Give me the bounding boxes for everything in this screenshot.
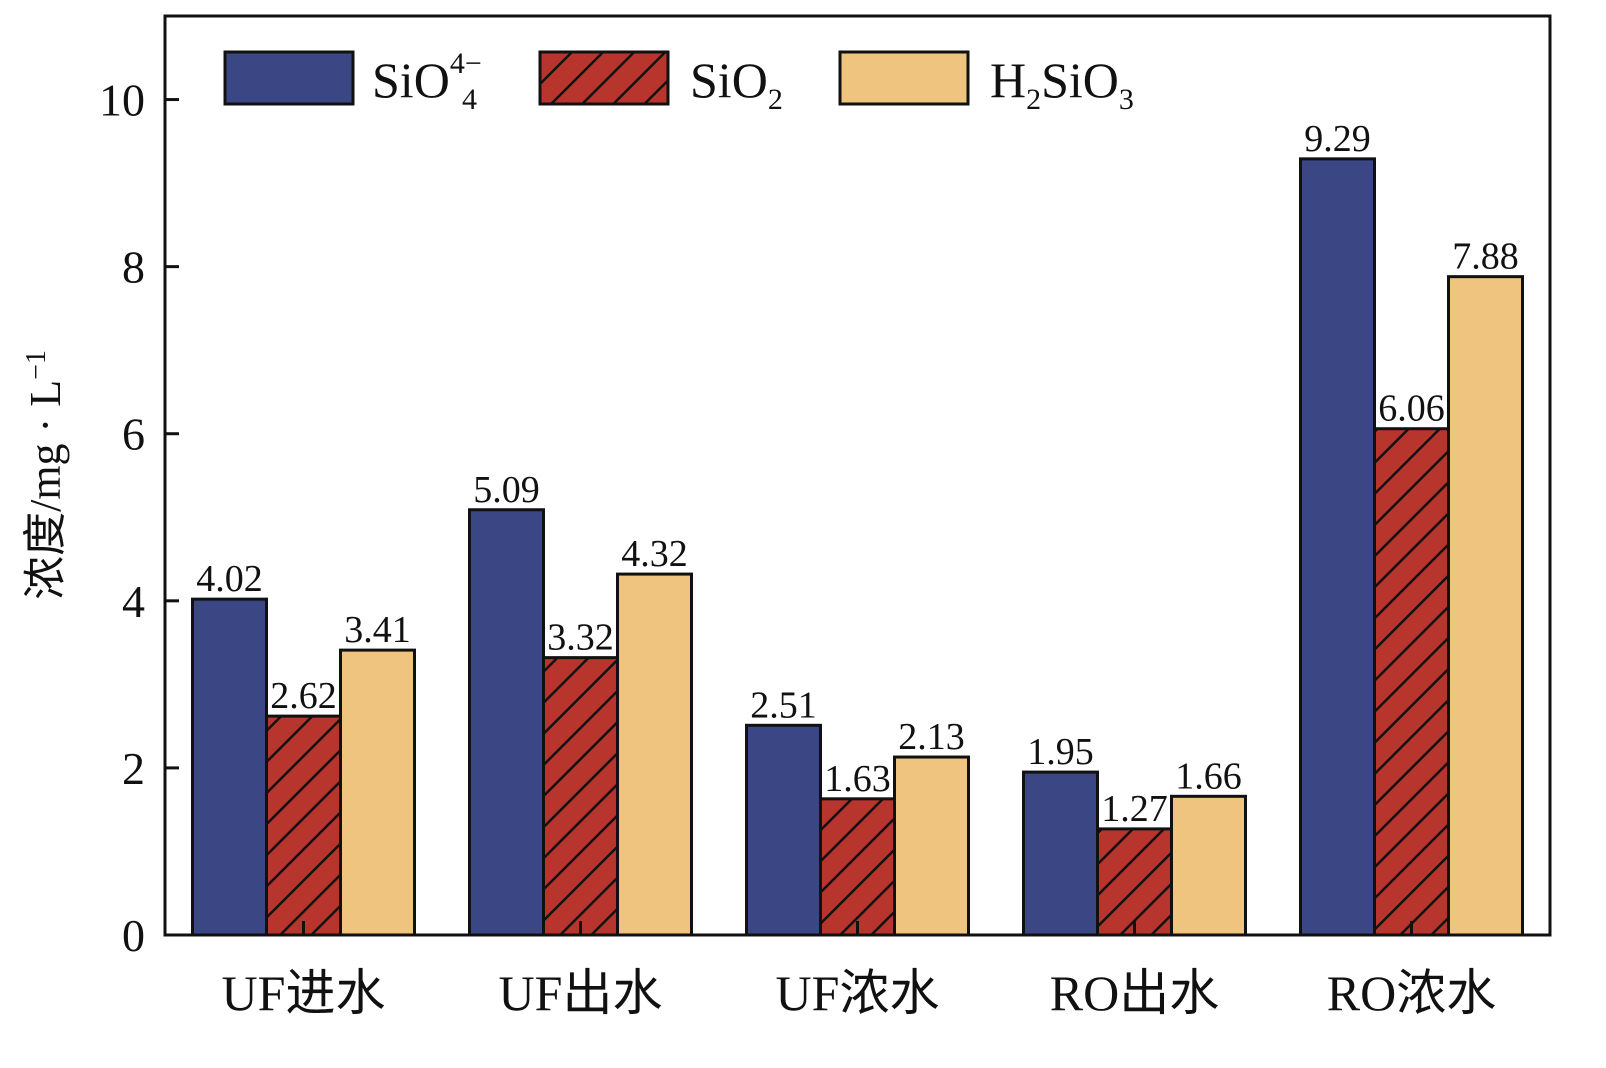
legend-label-sio2-sub: 2 [768,83,783,116]
legend-label-sio4-sub: 4 [462,83,477,116]
legend-label-h2sio3-sub2: 3 [1119,83,1134,116]
y-tick-label: 6 [122,409,145,460]
bar-sio4-2 [468,508,545,937]
y-axis-ticks: 0 2 4 6 8 10 [99,75,179,961]
legend-label-h2sio3-pre: H [990,52,1026,108]
y-axis-label: 浓度/mg · L−1 [21,350,71,600]
bars-group [191,157,1524,937]
data-label-h2sio3-2: 4.32 [621,533,688,575]
data-label-sio4-5: 9.29 [1304,118,1371,160]
x-axis-ticks: UF进水 UF出水 UF浓水 RO出水 RO浓水 [222,921,1496,1021]
y-axis-label-text: 浓度/mg · L [21,380,70,600]
y-axis-label-superscript: −1 [21,350,52,380]
data-label-sio2-1: 2.62 [270,675,337,717]
data-label-sio2-2: 3.32 [547,617,614,659]
data-label-h2sio3-3: 2.13 [898,716,965,758]
bar-sio2-1 [265,714,342,937]
data-label-sio4-2: 5.09 [473,469,540,511]
legend-label-sio4-sup: 4− [450,47,482,80]
data-label-h2sio3-1: 3.41 [344,609,411,651]
legend-label-h2sio3-sub1: 2 [1026,83,1041,116]
x-category-label: UF出水 [499,965,663,1021]
bar-sio2-4 [1096,827,1173,937]
legend-swatch-h2sio3 [838,50,970,106]
data-label-sio2-3: 1.63 [824,758,891,800]
bar-h2sio3-1 [339,648,416,937]
bar-sio2-3 [819,797,896,937]
legend-label-sio4: SiO4− 4 [372,47,482,116]
data-labels-group: 4.02 2.623.41 5.09 3.324.32 2.511.632.13 1.95… [196,118,1519,830]
bar-sio4-1 [191,597,268,937]
legend-label-sio2: SiO2 [690,52,783,116]
y-tick-label: 0 [122,910,145,961]
x-category-label: RO浓水 [1327,965,1496,1021]
bar-h2sio3-2 [616,572,693,937]
x-category-label: UF进水 [222,965,386,1021]
bar-h2sio3-4 [1170,794,1247,937]
legend-label-sio2-base: SiO [690,52,768,108]
x-category-label: UF浓水 [776,965,940,1021]
legend: SiO4− 4 SiO2 H2SiO3 [223,47,1134,116]
data-label-sio4-3: 2.51 [750,684,817,726]
legend-swatch-sio2 [538,50,670,106]
y-tick-label: 10 [99,75,145,126]
bar-sio2-5 [1373,427,1450,937]
y-tick-label: 2 [122,743,145,794]
bar-sio4-3 [745,723,822,937]
bar-sio4-5 [1299,157,1376,937]
bar-h2sio3-3 [893,755,970,937]
legend-label-h2sio3-mid: SiO [1041,52,1119,108]
data-label-sio2-4: 1.27 [1101,788,1168,830]
y-tick-label: 4 [122,576,145,627]
y-tick-label: 8 [122,242,145,293]
data-label-sio2-5: 6.06 [1378,388,1445,430]
legend-swatch-sio4 [223,50,355,106]
data-label-h2sio3-5: 7.88 [1452,236,1519,278]
data-label-h2sio3-4: 1.66 [1175,755,1242,797]
legend-label-sio4-base: SiO [372,52,450,108]
bar-h2sio3-5 [1447,275,1524,937]
bar-sio4-4 [1022,770,1099,937]
bar-sio2-2 [542,656,619,937]
data-label-sio4-4: 1.95 [1027,731,1094,773]
legend-label-h2sio3: H2SiO3 [990,52,1134,116]
x-category-label: RO出水 [1050,965,1219,1021]
data-label-sio4-1: 4.02 [196,558,263,600]
